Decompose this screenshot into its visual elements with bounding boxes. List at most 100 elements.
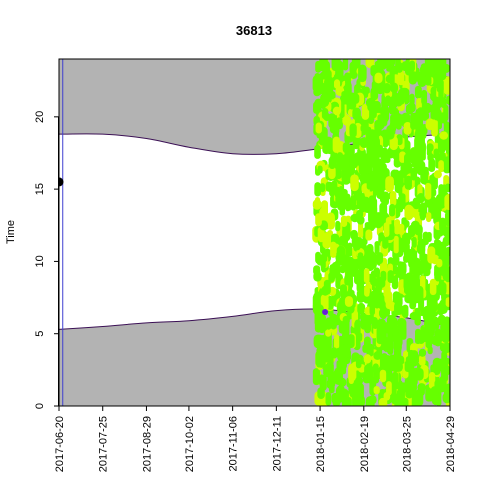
detection-point — [396, 134, 403, 146]
detection-point — [411, 236, 417, 248]
detection-point — [409, 60, 415, 72]
detection-point — [350, 174, 359, 192]
detection-point — [398, 223, 405, 236]
detection-point — [370, 87, 379, 101]
detection-point — [441, 184, 447, 197]
detection-point — [389, 191, 397, 206]
detection-point — [404, 204, 414, 221]
detection-point — [380, 353, 388, 370]
detection-point — [326, 379, 333, 389]
detection-point — [437, 199, 446, 209]
detection-point — [335, 60, 344, 79]
detection-point — [362, 344, 369, 353]
detection-point — [408, 349, 415, 361]
detection-point — [387, 314, 396, 324]
detection-point — [320, 93, 330, 107]
detection-point — [387, 324, 393, 341]
detection-point — [385, 175, 394, 193]
detection-point — [387, 270, 394, 283]
detection-point — [343, 344, 351, 358]
detection-point — [392, 332, 401, 343]
detection-point — [403, 239, 410, 248]
detection-point — [324, 345, 331, 363]
detection-point — [404, 175, 412, 190]
detection-point — [438, 160, 444, 172]
detection-point — [314, 72, 321, 89]
detection-point — [373, 267, 381, 276]
detection-point — [356, 395, 366, 406]
special-point-1 — [322, 309, 329, 316]
detection-point — [335, 220, 341, 232]
detection-point — [317, 387, 325, 399]
detection-point — [429, 278, 437, 296]
detection-point — [409, 93, 415, 105]
detection-point — [386, 381, 392, 396]
detection-point — [374, 212, 383, 229]
detection-point — [360, 123, 369, 134]
detection-point — [355, 358, 362, 369]
detection-point — [356, 215, 365, 225]
detection-point — [428, 158, 436, 172]
detection-point — [312, 368, 320, 386]
detection-point — [322, 232, 332, 249]
detection-point — [441, 329, 450, 344]
detection-point — [373, 385, 380, 395]
detection-point — [359, 202, 366, 213]
detection-point — [330, 241, 337, 258]
detection-point — [342, 319, 350, 337]
x-tick-label: 2017-07-25 — [98, 416, 110, 472]
detection-point — [376, 252, 384, 265]
x-tick-label: 2017-06-20 — [54, 416, 66, 472]
detection-point — [419, 210, 426, 221]
detection-point — [414, 85, 422, 99]
y-axis-title: Time — [5, 220, 17, 244]
detection-point — [394, 361, 403, 372]
x-axis: 2017-06-20 2017-07-25 2017-08-29 2017-10-02… — [54, 406, 457, 472]
y-tick-label: 0 — [34, 403, 46, 409]
detection-point — [366, 173, 373, 190]
detection-point — [431, 393, 440, 406]
special-point-0 — [59, 177, 64, 187]
detection-point — [412, 197, 421, 210]
x-tick-label: 2017-10-02 — [184, 416, 196, 472]
y-tick-label: 15 — [34, 183, 46, 195]
detection-point — [390, 82, 399, 93]
detection-point — [363, 354, 372, 364]
detection-point — [320, 183, 326, 193]
detection-point — [421, 89, 428, 105]
detection-point — [380, 104, 390, 123]
detection-point — [325, 76, 334, 94]
detection-point — [358, 220, 364, 239]
detection-point — [347, 334, 355, 349]
detection-point — [413, 151, 421, 169]
detection-point — [334, 334, 340, 349]
detection-point — [389, 203, 396, 217]
detection-point — [349, 380, 358, 399]
x-tick-label: 2018-01-15 — [315, 416, 327, 472]
detection-point — [394, 301, 403, 316]
detection-point — [316, 359, 322, 368]
detection-point — [342, 141, 351, 154]
detection-point — [320, 255, 326, 269]
x-tick-label: 2018-04-29 — [445, 416, 457, 472]
detection-point — [442, 392, 450, 404]
detection-point — [357, 152, 366, 168]
detection-point — [445, 268, 450, 283]
detection-point — [314, 182, 321, 197]
detection-point — [393, 235, 399, 254]
detection-point — [315, 122, 322, 134]
detection-point — [361, 103, 370, 120]
detection-point — [358, 64, 367, 83]
detection-point — [408, 251, 415, 268]
detection-point — [329, 157, 336, 170]
detection-point — [340, 284, 347, 299]
detection-point — [434, 60, 442, 75]
detection-point — [334, 186, 341, 199]
detection-point — [367, 139, 375, 157]
detection-point — [376, 60, 386, 70]
detection-point — [365, 229, 373, 241]
detection-point — [419, 131, 425, 148]
detection-point — [365, 98, 375, 108]
detection-point — [319, 375, 327, 391]
